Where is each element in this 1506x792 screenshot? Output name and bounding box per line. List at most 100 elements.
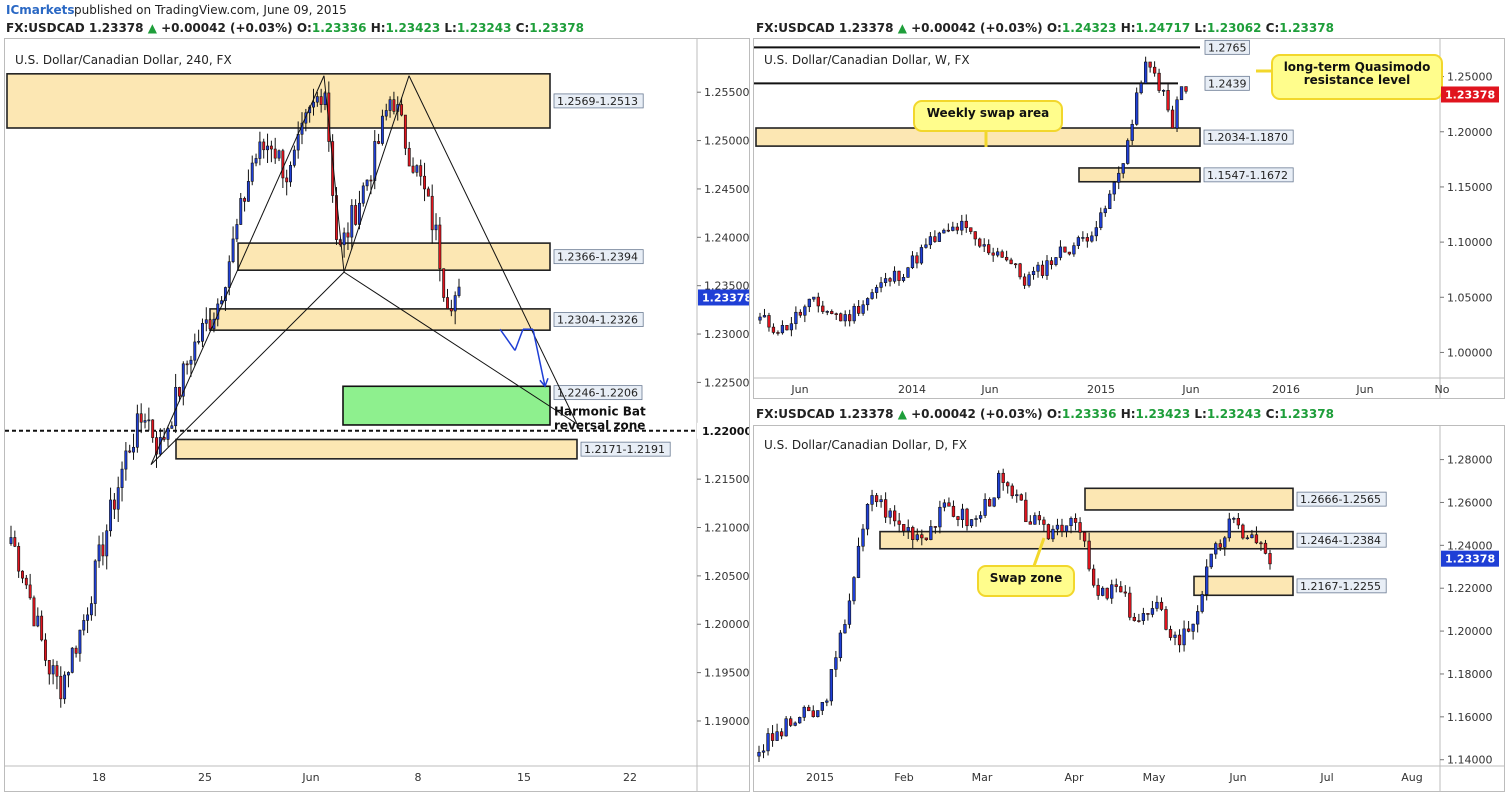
candle-body — [384, 110, 388, 117]
candle-body — [105, 530, 109, 557]
candle-body — [1099, 212, 1103, 228]
callout-quasimodo-box — [1271, 54, 1443, 100]
callout-quasimodo-text: resistance level — [1304, 73, 1411, 87]
daily-chart-canvas[interactable]: 1.28000 1.26000 1.24000 1.22000 1.20000 1.180… — [754, 426, 1504, 791]
candle-body — [848, 314, 852, 322]
candle-body — [438, 224, 442, 269]
candle-body — [861, 528, 865, 547]
zone-1.2569-1.2513 — [6, 73, 551, 129]
candle-body — [897, 520, 901, 525]
candle-body — [879, 499, 883, 503]
candle-body — [201, 323, 204, 342]
candle-body — [28, 584, 32, 599]
candle-body — [74, 647, 78, 654]
pattern-leg-bc — [343, 75, 410, 273]
zone-label-box — [1203, 167, 1294, 183]
zone-label: 1.2167-1.2255 — [1300, 580, 1381, 593]
candle-body — [1245, 537, 1250, 540]
candle-body — [357, 202, 361, 225]
projection-arrow — [532, 329, 546, 387]
weekly-ohlc-line: FX:USDCAD 1.23378 ▲ +0.00042 (+0.03%) O:… — [756, 21, 1334, 35]
daily-chart-panel[interactable]: 1.28000 1.26000 1.24000 1.22000 1.20000 1.180… — [753, 425, 1505, 792]
candle-body — [1064, 525, 1069, 532]
candle-body — [1168, 629, 1173, 638]
brand-link[interactable]: ICmarkets — [6, 3, 75, 17]
candle-body — [116, 487, 120, 510]
candle-body — [155, 437, 158, 455]
y-tick-label: 1.05000 — [1447, 291, 1493, 304]
weekly-chart-panel[interactable]: 1.25000 1.20000 1.15000 1.10000 1.05000 1.000… — [753, 38, 1505, 399]
callout-weekly-swap-text: Weekly swap area — [927, 106, 1050, 120]
candle-body — [1010, 485, 1014, 497]
y-tick-label: 1.19500 — [704, 667, 749, 680]
candle-body — [235, 224, 239, 240]
candle-body — [1096, 584, 1100, 596]
candle-body — [906, 267, 910, 278]
candle-body — [758, 316, 762, 321]
candle-body — [843, 314, 847, 322]
candle-body — [392, 99, 396, 112]
candle-body — [888, 278, 892, 282]
candle-body — [933, 236, 937, 242]
candle-body — [870, 495, 874, 505]
candle-body — [44, 639, 47, 661]
candle-body — [1004, 256, 1009, 261]
candle-body — [992, 497, 996, 507]
candle-body — [920, 534, 924, 539]
candle-body — [13, 537, 17, 547]
candle-body — [1069, 518, 1073, 527]
candle-body — [47, 660, 51, 675]
candle-body — [811, 710, 815, 717]
candle-body — [852, 305, 856, 322]
candle-body — [942, 502, 947, 508]
candle-body — [1186, 628, 1191, 632]
candle-body — [807, 298, 811, 308]
candle-body — [1177, 634, 1182, 646]
publish-info: published on TradingView.com, June 09, 2… — [74, 3, 347, 17]
level-label-box — [1204, 75, 1250, 91]
candle-body — [361, 185, 365, 204]
callout-weekly-swap-box — [913, 100, 1063, 132]
candle-body — [86, 614, 90, 621]
candle-body — [991, 252, 995, 256]
candle-body — [857, 305, 861, 314]
candle-body — [380, 115, 384, 144]
candle-body — [1236, 518, 1241, 526]
candle-body — [969, 519, 974, 527]
candle-body — [1090, 235, 1094, 242]
candle-body — [346, 232, 350, 238]
candle-body — [442, 268, 446, 298]
high-value: 1.24717 — [1135, 21, 1191, 35]
candle-body — [956, 516, 960, 520]
x-tick-label: Jun — [980, 383, 998, 396]
candle-body — [66, 672, 70, 676]
candle-body — [1060, 524, 1064, 532]
projection-arrow — [499, 328, 516, 351]
candle-body — [929, 526, 933, 540]
candle-body — [227, 261, 231, 288]
candle-body — [1033, 515, 1037, 525]
candle-body — [803, 306, 807, 316]
green-zone-label: 1.2246-1.2206 — [557, 387, 638, 400]
candle-body — [834, 313, 838, 315]
candle-body — [915, 255, 919, 264]
candle-body — [78, 629, 82, 654]
h4-chart-panel[interactable]: 1.25500 1.25000 1.24500 1.24000 1.23500 1.230… — [4, 38, 750, 792]
candle-body — [1146, 613, 1150, 615]
candle-body — [1123, 591, 1127, 594]
x-tick-label: Jul — [1319, 771, 1333, 784]
candle-body — [143, 420, 147, 423]
candle-body — [879, 282, 883, 288]
zone-label-box — [553, 312, 644, 327]
low-label: L: — [1194, 407, 1207, 421]
candle-body — [825, 311, 829, 313]
candle-body — [946, 229, 950, 232]
candle-body — [1139, 83, 1143, 94]
candle-body — [327, 92, 331, 142]
candle-body — [434, 224, 438, 231]
candle-body — [208, 319, 212, 330]
h4-chart-canvas[interactable]: 1.25500 1.25000 1.24500 1.24000 1.23500 1.230… — [5, 39, 749, 791]
candle-body — [403, 114, 407, 149]
candle-body — [1081, 237, 1085, 239]
weekly-chart-canvas[interactable]: 1.25000 1.20000 1.15000 1.10000 1.05000 1.000… — [754, 39, 1504, 398]
